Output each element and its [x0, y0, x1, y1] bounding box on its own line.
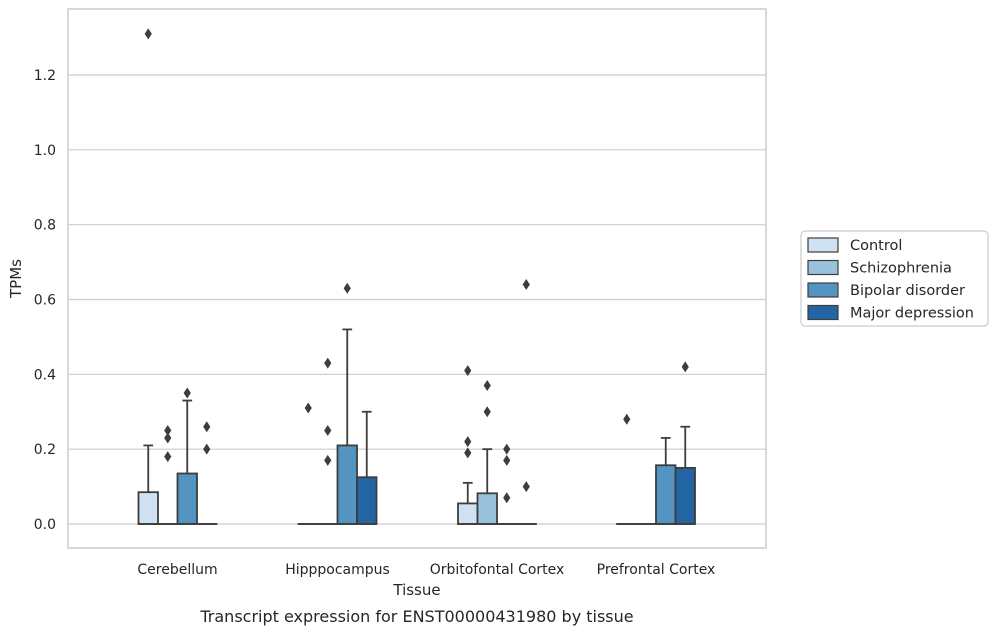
legend-item: Major depression	[807, 304, 974, 322]
outlier-point	[183, 387, 191, 399]
plot-frame	[67, 8, 767, 549]
box	[176, 472, 198, 525]
y-tick-labels: 0.0 0.2 0.4 0.6 0.8 1.0 1.2	[34, 68, 56, 533]
outlier-point	[681, 361, 689, 373]
chart-caption: Transcript expression for ENST0000043198…	[199, 607, 633, 626]
x-tick-label: Cerebellum	[137, 562, 217, 578]
legend-swatch	[807, 304, 839, 321]
outlier-point	[483, 380, 491, 392]
legend-frame	[800, 230, 989, 327]
outlier-point	[343, 282, 351, 294]
outlier-point	[623, 413, 631, 425]
outlier-point	[464, 365, 472, 377]
outlier-point	[503, 443, 511, 455]
y-tick-label: 0.0	[34, 517, 56, 533]
outlier-point	[483, 406, 491, 418]
box	[457, 502, 479, 525]
gridlines	[68, 74, 766, 525]
legend-item: Bipolar disorder	[807, 282, 965, 299]
box	[356, 476, 378, 525]
legend-swatch	[807, 237, 839, 253]
outlier-point	[522, 481, 530, 493]
box	[476, 492, 498, 525]
outlier-point	[324, 424, 332, 436]
legend-label: Schizophrenia	[850, 261, 952, 277]
legend-item: Control	[807, 237, 902, 254]
outlier-point	[464, 436, 472, 448]
y-tick-label: 0.4	[34, 367, 56, 383]
y-axis-label: TPMs	[7, 259, 25, 299]
legend-item: Schizophrenia	[807, 259, 952, 277]
outlier-point	[503, 454, 511, 466]
outlier-point	[203, 443, 211, 455]
outlier-point	[304, 402, 312, 414]
box	[137, 491, 159, 525]
box	[674, 466, 696, 525]
x-tick-label: Hipppocampus	[285, 562, 390, 578]
y-tick-label: 1.0	[34, 143, 56, 159]
box-group	[457, 279, 537, 525]
legend-swatch	[807, 282, 839, 298]
box-group	[297, 282, 378, 525]
outlier-point	[464, 447, 472, 459]
legend-label: Bipolar disorder	[850, 283, 965, 299]
outlier-point	[324, 454, 332, 466]
y-tick-label: 0.8	[34, 218, 56, 234]
box-groups	[137, 28, 696, 525]
y-tick-label: 1.2	[34, 68, 56, 84]
outlier-point	[203, 421, 211, 433]
x-tick-label: Orbitofontal Cortex	[430, 562, 565, 578]
legend-label: Major depression	[850, 306, 974, 322]
box-group	[137, 28, 218, 525]
legend-swatch	[807, 259, 839, 276]
outlier-point	[503, 492, 511, 504]
outlier-point	[164, 451, 172, 463]
outlier-point	[144, 28, 152, 40]
box	[336, 444, 358, 525]
legend-label: Control	[850, 238, 902, 254]
legend: Control Schizophrenia Bipolar disorder Majo…	[800, 230, 989, 327]
box	[655, 464, 677, 525]
outlier-point	[164, 424, 172, 436]
x-axis-label: Tissue	[392, 581, 440, 599]
outlier-point	[324, 357, 332, 369]
outlier-point	[164, 432, 172, 444]
outlier-point	[522, 279, 530, 291]
y-tick-label: 0.6	[34, 293, 56, 309]
y-tick-label: 0.2	[34, 442, 56, 458]
box-group	[616, 361, 696, 525]
x-tick-label: Prefrontal Cortex	[597, 562, 716, 578]
x-tick-labels: Cerebellum Hipppocampus Orbitofontal Corte…	[137, 562, 715, 578]
